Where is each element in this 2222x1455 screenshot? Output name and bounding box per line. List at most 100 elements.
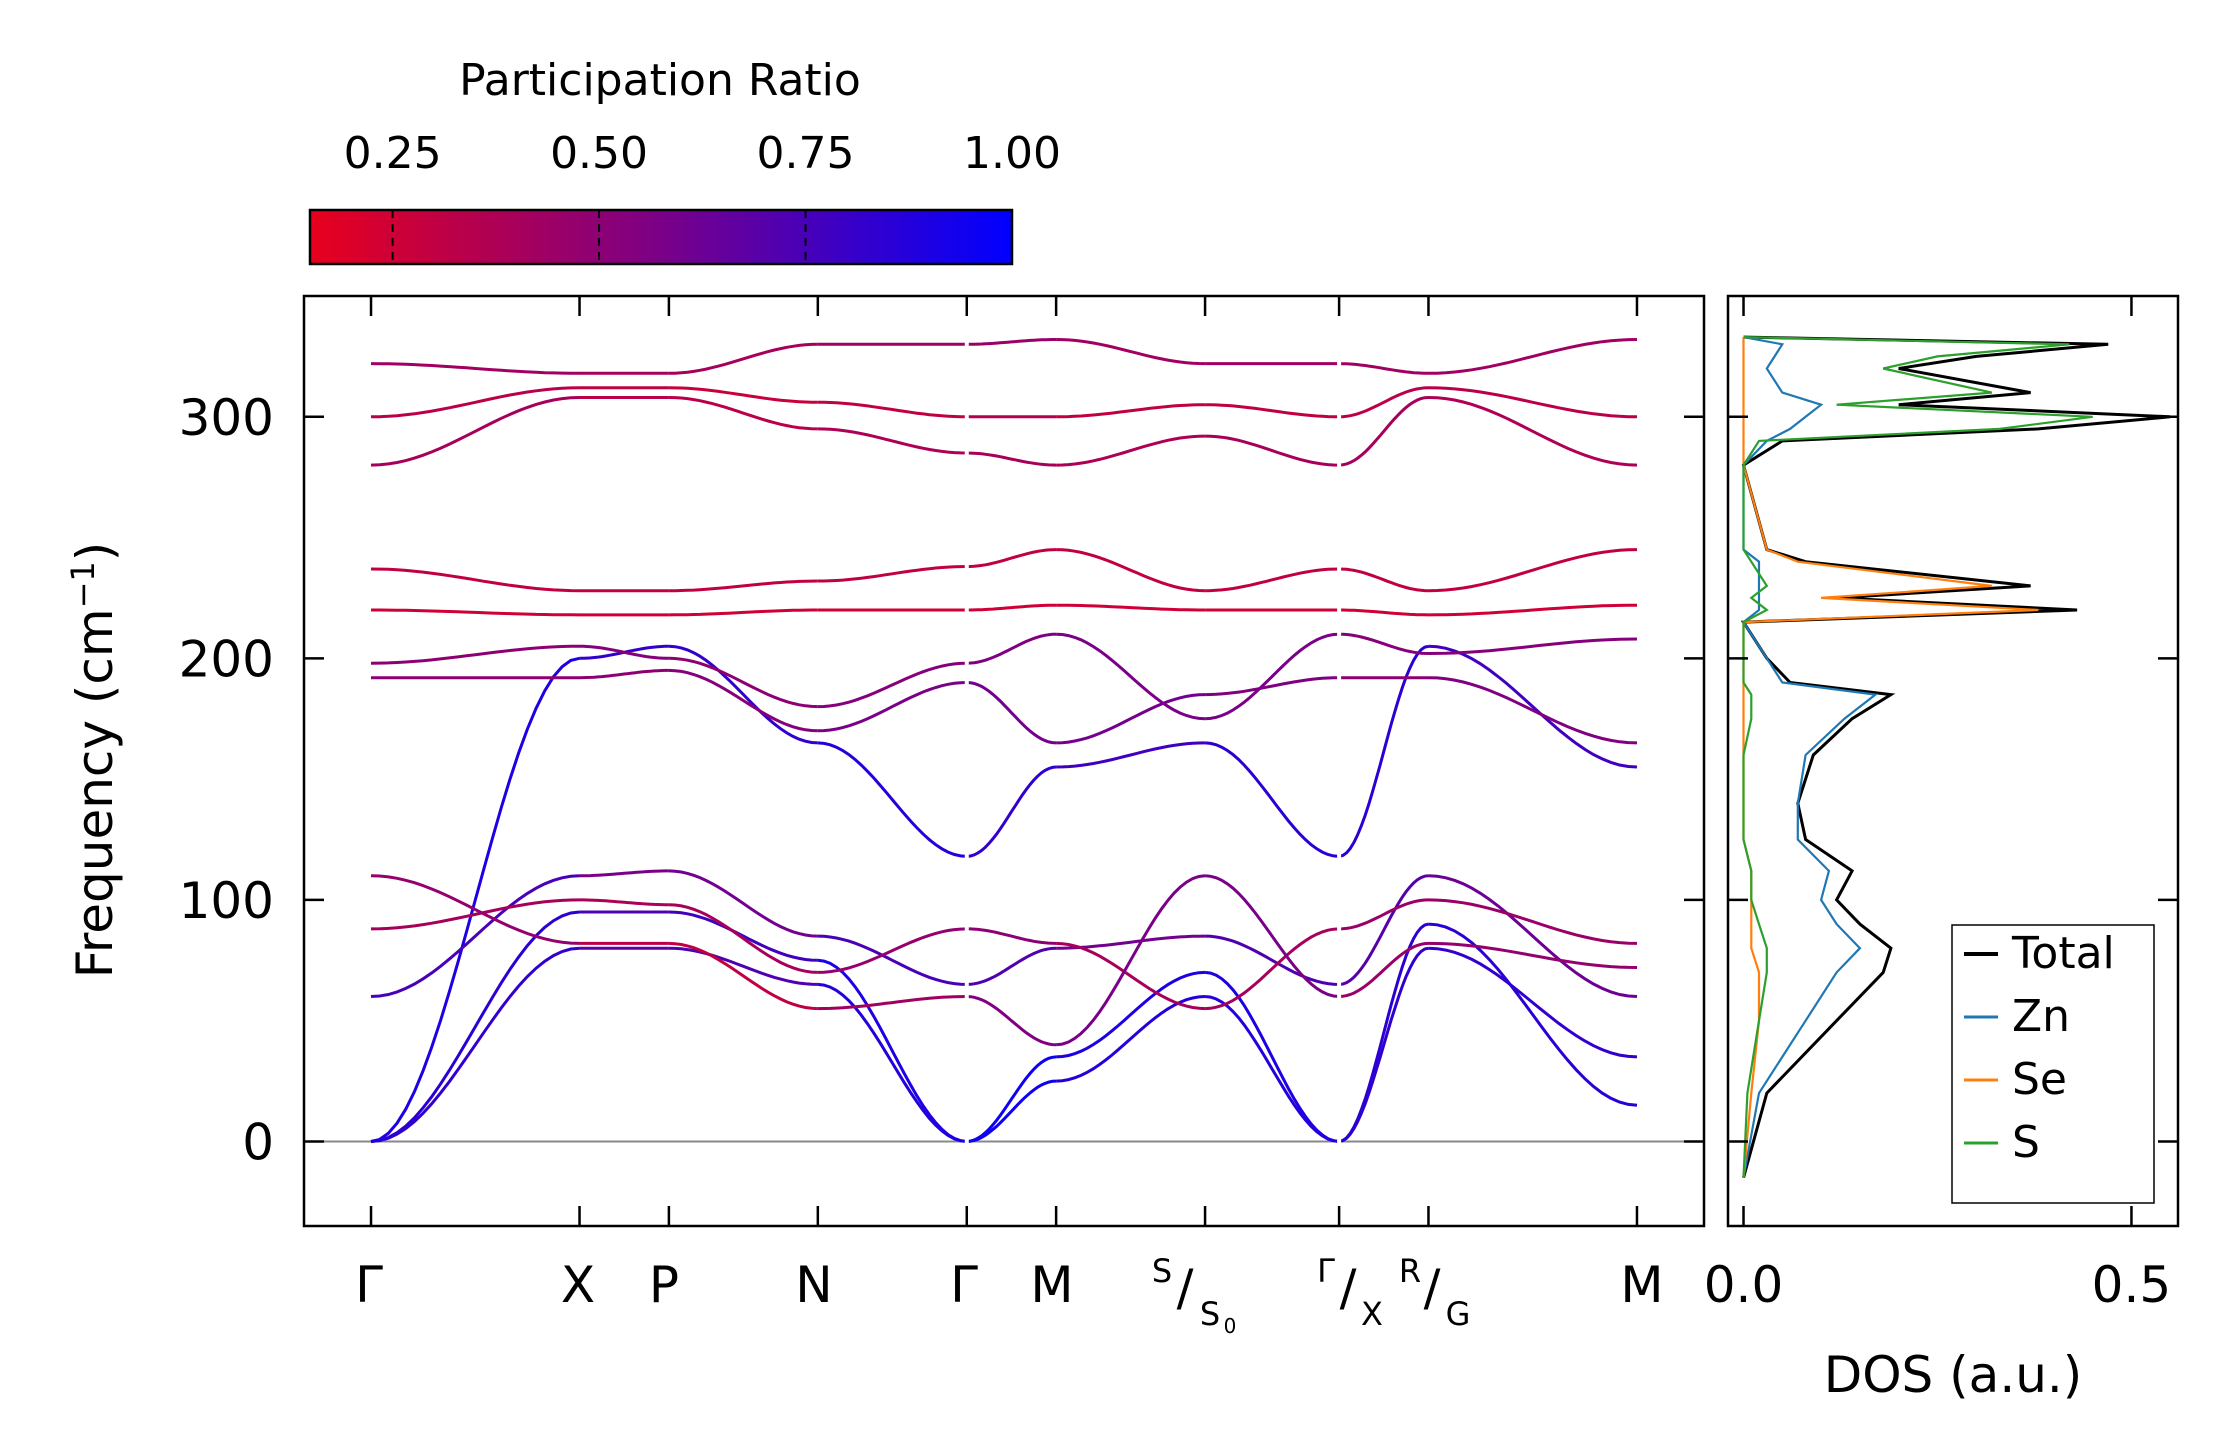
band-line bbox=[817, 565, 967, 583]
colorbar-gradient bbox=[308, 208, 1014, 266]
colorbar-ticks: 0.25 0.50 0.75 1.00 bbox=[344, 128, 1061, 264]
band-line bbox=[1428, 386, 1638, 419]
band-line bbox=[370, 362, 580, 375]
band-line bbox=[966, 681, 1057, 745]
band-frame bbox=[302, 294, 1706, 1228]
band-line bbox=[1056, 741, 1206, 769]
band-line bbox=[966, 995, 1057, 1047]
band-line bbox=[1339, 386, 1429, 419]
band-line bbox=[1205, 632, 1340, 721]
k-label-gamma-2: Γ bbox=[950, 1256, 978, 1314]
band-line bbox=[668, 941, 818, 1011]
k-label-m-1: M bbox=[1030, 1256, 1073, 1314]
band-line bbox=[668, 910, 818, 962]
band-line bbox=[668, 608, 818, 617]
band-line bbox=[579, 898, 669, 907]
band-line bbox=[817, 995, 967, 1011]
band-line bbox=[817, 681, 967, 733]
band-line bbox=[1428, 637, 1638, 655]
k-label-rg-g: G bbox=[1446, 1295, 1471, 1333]
band-line bbox=[668, 579, 818, 593]
band-line bbox=[817, 958, 967, 1143]
k-label-gx-slash: / bbox=[1340, 1259, 1357, 1317]
y-axis-label-close: ) bbox=[66, 542, 124, 562]
dos-plot: 0.0 0.5 DOS (a.u.) Total Zn Se S bbox=[1704, 294, 2180, 1404]
band-line bbox=[1204, 970, 1340, 1143]
band-line bbox=[966, 927, 1057, 945]
band-line bbox=[370, 386, 580, 419]
y-axis-label-main: Frequency (cm bbox=[66, 608, 124, 978]
k-label-x: X bbox=[561, 1256, 595, 1314]
band-line bbox=[370, 898, 580, 931]
band-line bbox=[1205, 927, 1340, 1011]
dos-x-tick-label: 0.5 bbox=[2092, 1256, 2172, 1314]
colorbar-tick-label: 0.50 bbox=[550, 128, 648, 179]
band-line bbox=[1428, 874, 1638, 998]
segment-break bbox=[964, 298, 969, 1224]
band-line bbox=[1055, 874, 1206, 1047]
band-line bbox=[966, 632, 1057, 665]
band-line bbox=[1339, 608, 1429, 617]
band-line bbox=[370, 874, 580, 998]
band-line bbox=[817, 741, 967, 858]
band-line bbox=[668, 386, 818, 404]
y-tick-label: 300 bbox=[179, 389, 274, 447]
band-line bbox=[1338, 874, 1429, 986]
band-line bbox=[1428, 898, 1638, 945]
band-line bbox=[1056, 603, 1206, 612]
band-line bbox=[1056, 434, 1206, 467]
band-line bbox=[1339, 941, 1429, 998]
band-line bbox=[966, 338, 1057, 346]
band-line bbox=[1056, 548, 1206, 593]
band-line bbox=[817, 400, 967, 419]
band-line bbox=[1205, 403, 1340, 419]
band-line bbox=[668, 946, 818, 986]
colorbar-tick-label: 0.75 bbox=[757, 128, 855, 179]
band-line bbox=[1338, 922, 1429, 1143]
k-point-ticks bbox=[369, 296, 1639, 1226]
band-line bbox=[1205, 934, 1340, 986]
band-line bbox=[1205, 676, 1340, 697]
band-line bbox=[966, 548, 1057, 568]
dos-y-ticks bbox=[1728, 415, 2178, 1143]
band-line bbox=[370, 567, 580, 593]
dos-line bbox=[1742, 336, 2093, 1178]
band-line bbox=[1338, 644, 1429, 858]
legend-label: Se bbox=[2012, 1054, 2067, 1105]
band-line bbox=[1056, 995, 1206, 1083]
band-line bbox=[1339, 567, 1429, 593]
band-line bbox=[1428, 644, 1638, 769]
band-line bbox=[668, 644, 818, 745]
band-line bbox=[817, 927, 967, 974]
k-label-gx-gamma: Γ bbox=[1317, 1252, 1335, 1290]
band-structure-plot: 0 100 200 300 Γ X P N Γ M S / S 0 Γ / X R /… bbox=[64, 294, 1706, 1338]
dos-x-ticks: 0.0 0.5 bbox=[1704, 296, 2171, 1314]
band-line bbox=[817, 661, 967, 709]
y-tick-label: 200 bbox=[179, 630, 274, 688]
segment-break bbox=[1337, 298, 1342, 1224]
band-line bbox=[668, 869, 818, 938]
y-axis-label-sup: −1 bbox=[64, 561, 102, 608]
band-line bbox=[1428, 946, 1638, 1059]
dos-frame bbox=[1726, 294, 2180, 1228]
segment-breaks bbox=[964, 298, 1342, 1224]
band-line bbox=[1056, 941, 1206, 1011]
k-label-rg-r: R bbox=[1399, 1252, 1421, 1290]
band-line bbox=[1428, 603, 1637, 617]
dos-x-axis-label: DOS (a.u.) bbox=[1824, 1346, 2083, 1404]
k-label-rg-slash: / bbox=[1424, 1259, 1441, 1317]
band-line bbox=[966, 1055, 1057, 1143]
legend-items: Total Zn Se S bbox=[1964, 928, 2115, 1168]
dos-line bbox=[1742, 336, 1879, 1178]
y-axis-label: Frequency (cm−1) bbox=[64, 542, 124, 979]
k-label-m-2: M bbox=[1620, 1256, 1663, 1314]
band-line bbox=[370, 946, 580, 1143]
band-line bbox=[668, 656, 818, 709]
colorbar: Participation Ratio 0.25 0.50 0.75 1.00 bbox=[308, 55, 1061, 266]
band-line bbox=[966, 451, 1057, 467]
y-tick-label: 0 bbox=[242, 1113, 274, 1171]
band-line bbox=[1056, 338, 1206, 366]
dos-x-tick-label: 0.0 bbox=[1704, 1256, 1784, 1314]
colorbar-tick-label: 1.00 bbox=[963, 128, 1061, 179]
